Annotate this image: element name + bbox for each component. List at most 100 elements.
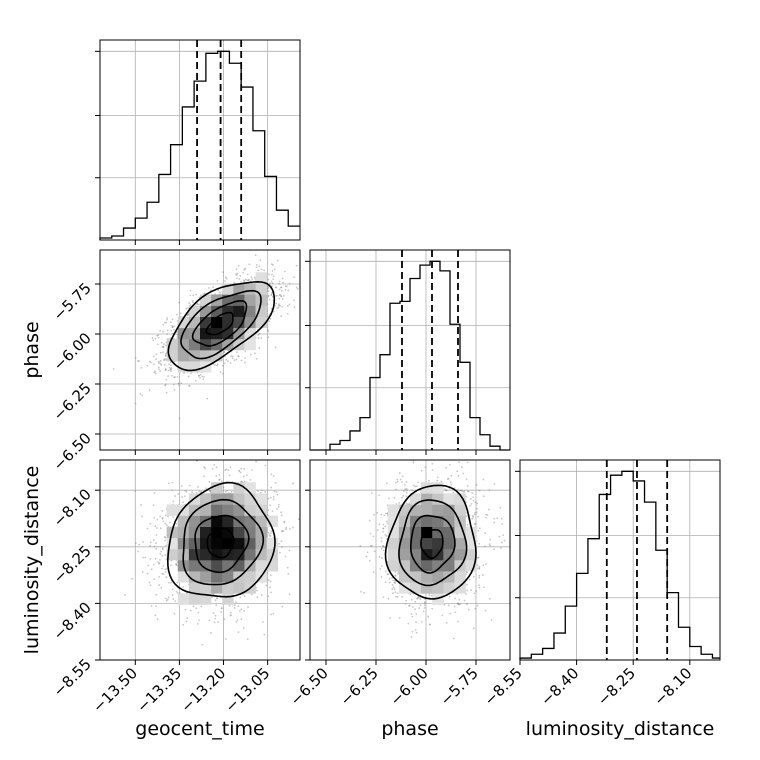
sample-point (267, 497, 270, 500)
sample-point (172, 516, 175, 518)
sample-point (217, 289, 220, 292)
contour-level-2 (180, 289, 262, 360)
sample-point (235, 277, 238, 280)
sample-point (254, 254, 257, 257)
sample-point (237, 264, 240, 267)
sample-point (247, 279, 250, 282)
sample-point (229, 362, 232, 364)
sample-point (149, 541, 152, 544)
sample-point (172, 598, 175, 601)
sample-point (164, 321, 166, 324)
sample-point (216, 280, 219, 282)
sample-point (141, 515, 144, 518)
sample-point (267, 294, 270, 297)
sample-point (267, 278, 270, 281)
sample-point (216, 364, 218, 367)
sample-point (180, 382, 183, 385)
sample-point (173, 376, 176, 379)
sample-point (255, 266, 258, 269)
sample-point (267, 531, 270, 534)
sample-point (174, 600, 177, 603)
sample-point (137, 550, 139, 553)
sample-point (274, 482, 277, 484)
density-panel-geocent-time-vs-luminosity-distance (99, 459, 301, 661)
sample-point (157, 561, 159, 563)
sample-point (237, 605, 240, 607)
sample-point (184, 495, 186, 498)
sample-point (210, 631, 212, 634)
sample-point (270, 613, 273, 616)
sample-point (272, 310, 275, 313)
sample-point (225, 358, 228, 361)
density-cell (200, 327, 212, 340)
sample-point (231, 357, 234, 360)
sample-point (230, 614, 233, 616)
sample-point (161, 517, 164, 519)
sample-point (196, 302, 199, 305)
sample-point (146, 572, 149, 575)
sample-point (154, 614, 157, 617)
sample-point (270, 591, 272, 594)
sample-point (162, 330, 164, 333)
sample-point (243, 268, 246, 271)
density-cell (166, 338, 179, 351)
sample-point (164, 355, 167, 357)
sample-point (139, 393, 142, 395)
hist-panel-bg (100, 40, 300, 240)
sample-point (164, 383, 167, 386)
sample-point (277, 303, 280, 306)
density-cell (244, 294, 256, 306)
sample-point (161, 547, 164, 550)
sample-point (269, 317, 272, 320)
sample-point (218, 291, 221, 294)
sample-point (270, 294, 273, 297)
density-cell (188, 305, 201, 317)
sample-point (288, 593, 291, 596)
histogram-geocent-time (99, 50, 300, 240)
density-cell (200, 305, 212, 317)
sample-point (209, 490, 212, 493)
sample-point (150, 568, 153, 571)
sample-point (171, 481, 174, 484)
sample-point (268, 534, 271, 536)
sample-point (184, 608, 187, 611)
sample-point (216, 597, 218, 600)
sample-point (153, 355, 155, 358)
sample-point (189, 294, 192, 297)
sample-point (234, 273, 237, 276)
sample-point (220, 607, 223, 610)
sample-point (171, 324, 174, 327)
sample-point (285, 285, 288, 288)
density-panel-geocent-time-vs-phase (99, 249, 301, 451)
sample-point (197, 374, 200, 377)
sample-point (152, 504, 155, 506)
sample-point (172, 500, 175, 503)
sample-point (165, 344, 167, 347)
sample-point (244, 278, 247, 281)
sample-point (255, 460, 257, 463)
hist-panel-phase (305, 249, 511, 451)
sample-point (164, 554, 167, 556)
sample-point (293, 299, 295, 302)
sample-point (194, 379, 197, 382)
sample-point (286, 566, 289, 569)
sample-point (159, 552, 162, 555)
sample-point (218, 473, 221, 476)
sample-point (270, 293, 273, 296)
sample-point (270, 486, 272, 489)
sample-point (150, 605, 153, 607)
sample-point (288, 282, 291, 285)
sample-point (246, 279, 249, 282)
sample-point (275, 286, 277, 289)
sample-point (213, 463, 216, 466)
sample-point (165, 318, 168, 321)
sample-point (161, 572, 163, 575)
sample-point (228, 604, 231, 607)
sample-point (164, 384, 167, 387)
sample-point (176, 376, 179, 378)
sample-point (163, 363, 166, 366)
sample-point (168, 366, 171, 369)
sample-point (142, 556, 145, 559)
sample-point (284, 288, 287, 291)
sample-point (195, 607, 198, 610)
